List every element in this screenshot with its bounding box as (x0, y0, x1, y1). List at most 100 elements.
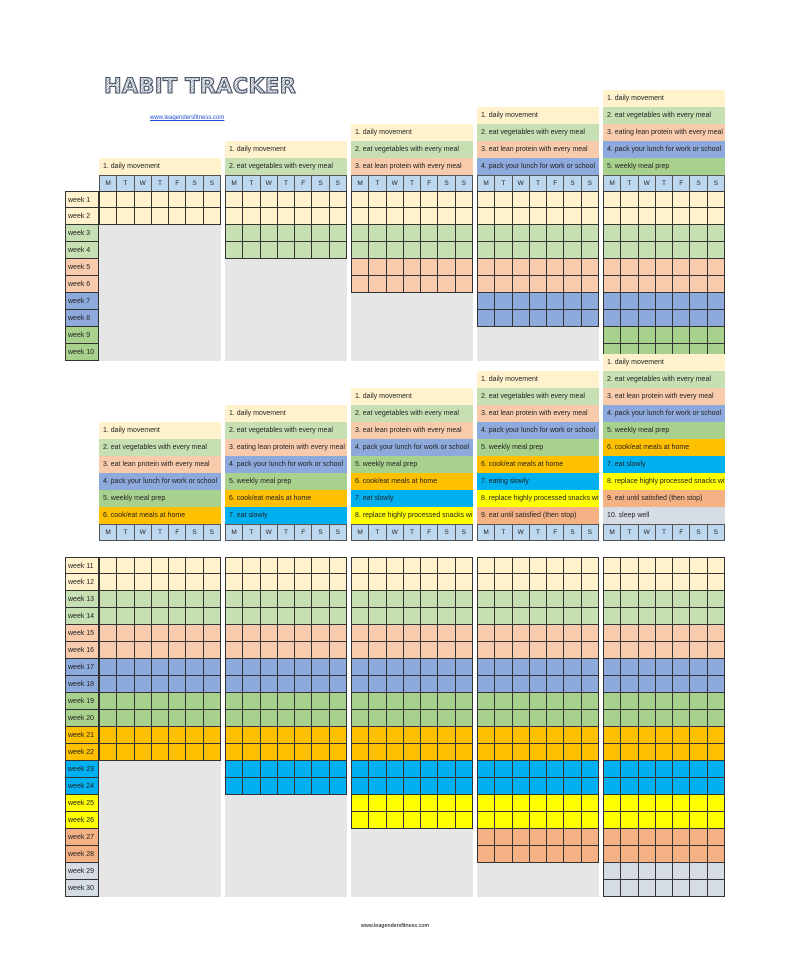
checkbox-cell[interactable] (421, 557, 439, 574)
checkbox-cell[interactable] (369, 659, 387, 676)
checkbox-cell[interactable] (638, 327, 656, 344)
checkbox-cell[interactable] (295, 778, 313, 795)
checkbox-cell[interactable] (477, 795, 496, 812)
checkbox-cell[interactable] (455, 259, 473, 276)
checkbox-cell[interactable] (603, 608, 622, 625)
checkbox-cell[interactable] (621, 574, 639, 591)
checkbox-cell[interactable] (186, 557, 204, 574)
checkbox-cell[interactable] (529, 191, 548, 208)
checkbox-cell[interactable] (438, 710, 456, 727)
checkbox-cell[interactable] (369, 795, 387, 812)
checkbox-cell[interactable] (621, 659, 639, 676)
checkbox-cell[interactable] (169, 574, 187, 591)
checkbox-cell[interactable] (351, 795, 370, 812)
checkbox-cell[interactable] (351, 693, 370, 710)
checkbox-cell[interactable] (512, 225, 530, 242)
checkbox-cell[interactable] (225, 625, 244, 642)
checkbox-cell[interactable] (386, 727, 404, 744)
checkbox-cell[interactable] (690, 259, 708, 276)
checkbox-cell[interactable] (655, 829, 674, 846)
checkbox-cell[interactable] (117, 659, 135, 676)
checkbox-cell[interactable] (690, 778, 708, 795)
checkbox-cell[interactable] (673, 310, 691, 327)
checkbox-cell[interactable] (655, 574, 674, 591)
checkbox-cell[interactable] (99, 625, 118, 642)
checkbox-cell[interactable] (351, 744, 370, 761)
checkbox-cell[interactable] (707, 829, 725, 846)
checkbox-cell[interactable] (243, 625, 261, 642)
checkbox-cell[interactable] (638, 863, 656, 880)
checkbox-cell[interactable] (295, 225, 313, 242)
checkbox-cell[interactable] (151, 727, 170, 744)
checkbox-cell[interactable] (512, 829, 530, 846)
checkbox-cell[interactable] (638, 276, 656, 293)
checkbox-cell[interactable] (621, 591, 639, 608)
checkbox-cell[interactable] (564, 727, 582, 744)
checkbox-cell[interactable] (203, 591, 221, 608)
checkbox-cell[interactable] (421, 591, 439, 608)
checkbox-cell[interactable] (655, 795, 674, 812)
checkbox-cell[interactable] (312, 625, 330, 642)
checkbox-cell[interactable] (621, 880, 639, 897)
checkbox-cell[interactable] (169, 642, 187, 659)
checkbox-cell[interactable] (495, 608, 513, 625)
checkbox-cell[interactable] (455, 693, 473, 710)
checkbox-cell[interactable] (673, 880, 691, 897)
checkbox-cell[interactable] (260, 659, 278, 676)
checkbox-cell[interactable] (260, 242, 278, 259)
checkbox-cell[interactable] (477, 557, 496, 574)
checkbox-cell[interactable] (277, 225, 296, 242)
checkbox-cell[interactable] (495, 710, 513, 727)
checkbox-cell[interactable] (655, 880, 674, 897)
checkbox-cell[interactable] (564, 829, 582, 846)
checkbox-cell[interactable] (707, 259, 725, 276)
checkbox-cell[interactable] (638, 744, 656, 761)
checkbox-cell[interactable] (529, 208, 548, 225)
checkbox-cell[interactable] (403, 642, 422, 659)
checkbox-cell[interactable] (547, 625, 565, 642)
checkbox-cell[interactable] (203, 744, 221, 761)
checkbox-cell[interactable] (99, 744, 118, 761)
checkbox-cell[interactable] (495, 259, 513, 276)
checkbox-cell[interactable] (495, 744, 513, 761)
checkbox-cell[interactable] (369, 625, 387, 642)
checkbox-cell[interactable] (621, 676, 639, 693)
checkbox-cell[interactable] (403, 276, 422, 293)
checkbox-cell[interactable] (477, 642, 496, 659)
checkbox-cell[interactable] (421, 693, 439, 710)
checkbox-cell[interactable] (673, 846, 691, 863)
checkbox-cell[interactable] (690, 191, 708, 208)
checkbox-cell[interactable] (690, 242, 708, 259)
checkbox-cell[interactable] (638, 191, 656, 208)
checkbox-cell[interactable] (151, 693, 170, 710)
checkbox-cell[interactable] (495, 659, 513, 676)
checkbox-cell[interactable] (203, 208, 221, 225)
checkbox-cell[interactable] (243, 591, 261, 608)
checkbox-cell[interactable] (369, 744, 387, 761)
checkbox-cell[interactable] (295, 659, 313, 676)
checkbox-cell[interactable] (547, 829, 565, 846)
checkbox-cell[interactable] (169, 744, 187, 761)
checkbox-cell[interactable] (421, 659, 439, 676)
checkbox-cell[interactable] (312, 676, 330, 693)
checkbox-cell[interactable] (655, 676, 674, 693)
checkbox-cell[interactable] (169, 191, 187, 208)
checkbox-cell[interactable] (277, 710, 296, 727)
checkbox-cell[interactable] (564, 276, 582, 293)
checkbox-cell[interactable] (421, 642, 439, 659)
checkbox-cell[interactable] (386, 642, 404, 659)
checkbox-cell[interactable] (477, 208, 496, 225)
checkbox-cell[interactable] (564, 191, 582, 208)
checkbox-cell[interactable] (225, 710, 244, 727)
checkbox-cell[interactable] (117, 710, 135, 727)
checkbox-cell[interactable] (564, 642, 582, 659)
checkbox-cell[interactable] (547, 710, 565, 727)
checkbox-cell[interactable] (655, 812, 674, 829)
checkbox-cell[interactable] (495, 293, 513, 310)
checkbox-cell[interactable] (690, 293, 708, 310)
checkbox-cell[interactable] (117, 608, 135, 625)
checkbox-cell[interactable] (495, 574, 513, 591)
checkbox-cell[interactable] (421, 242, 439, 259)
checkbox-cell[interactable] (260, 676, 278, 693)
checkbox-cell[interactable] (438, 208, 456, 225)
